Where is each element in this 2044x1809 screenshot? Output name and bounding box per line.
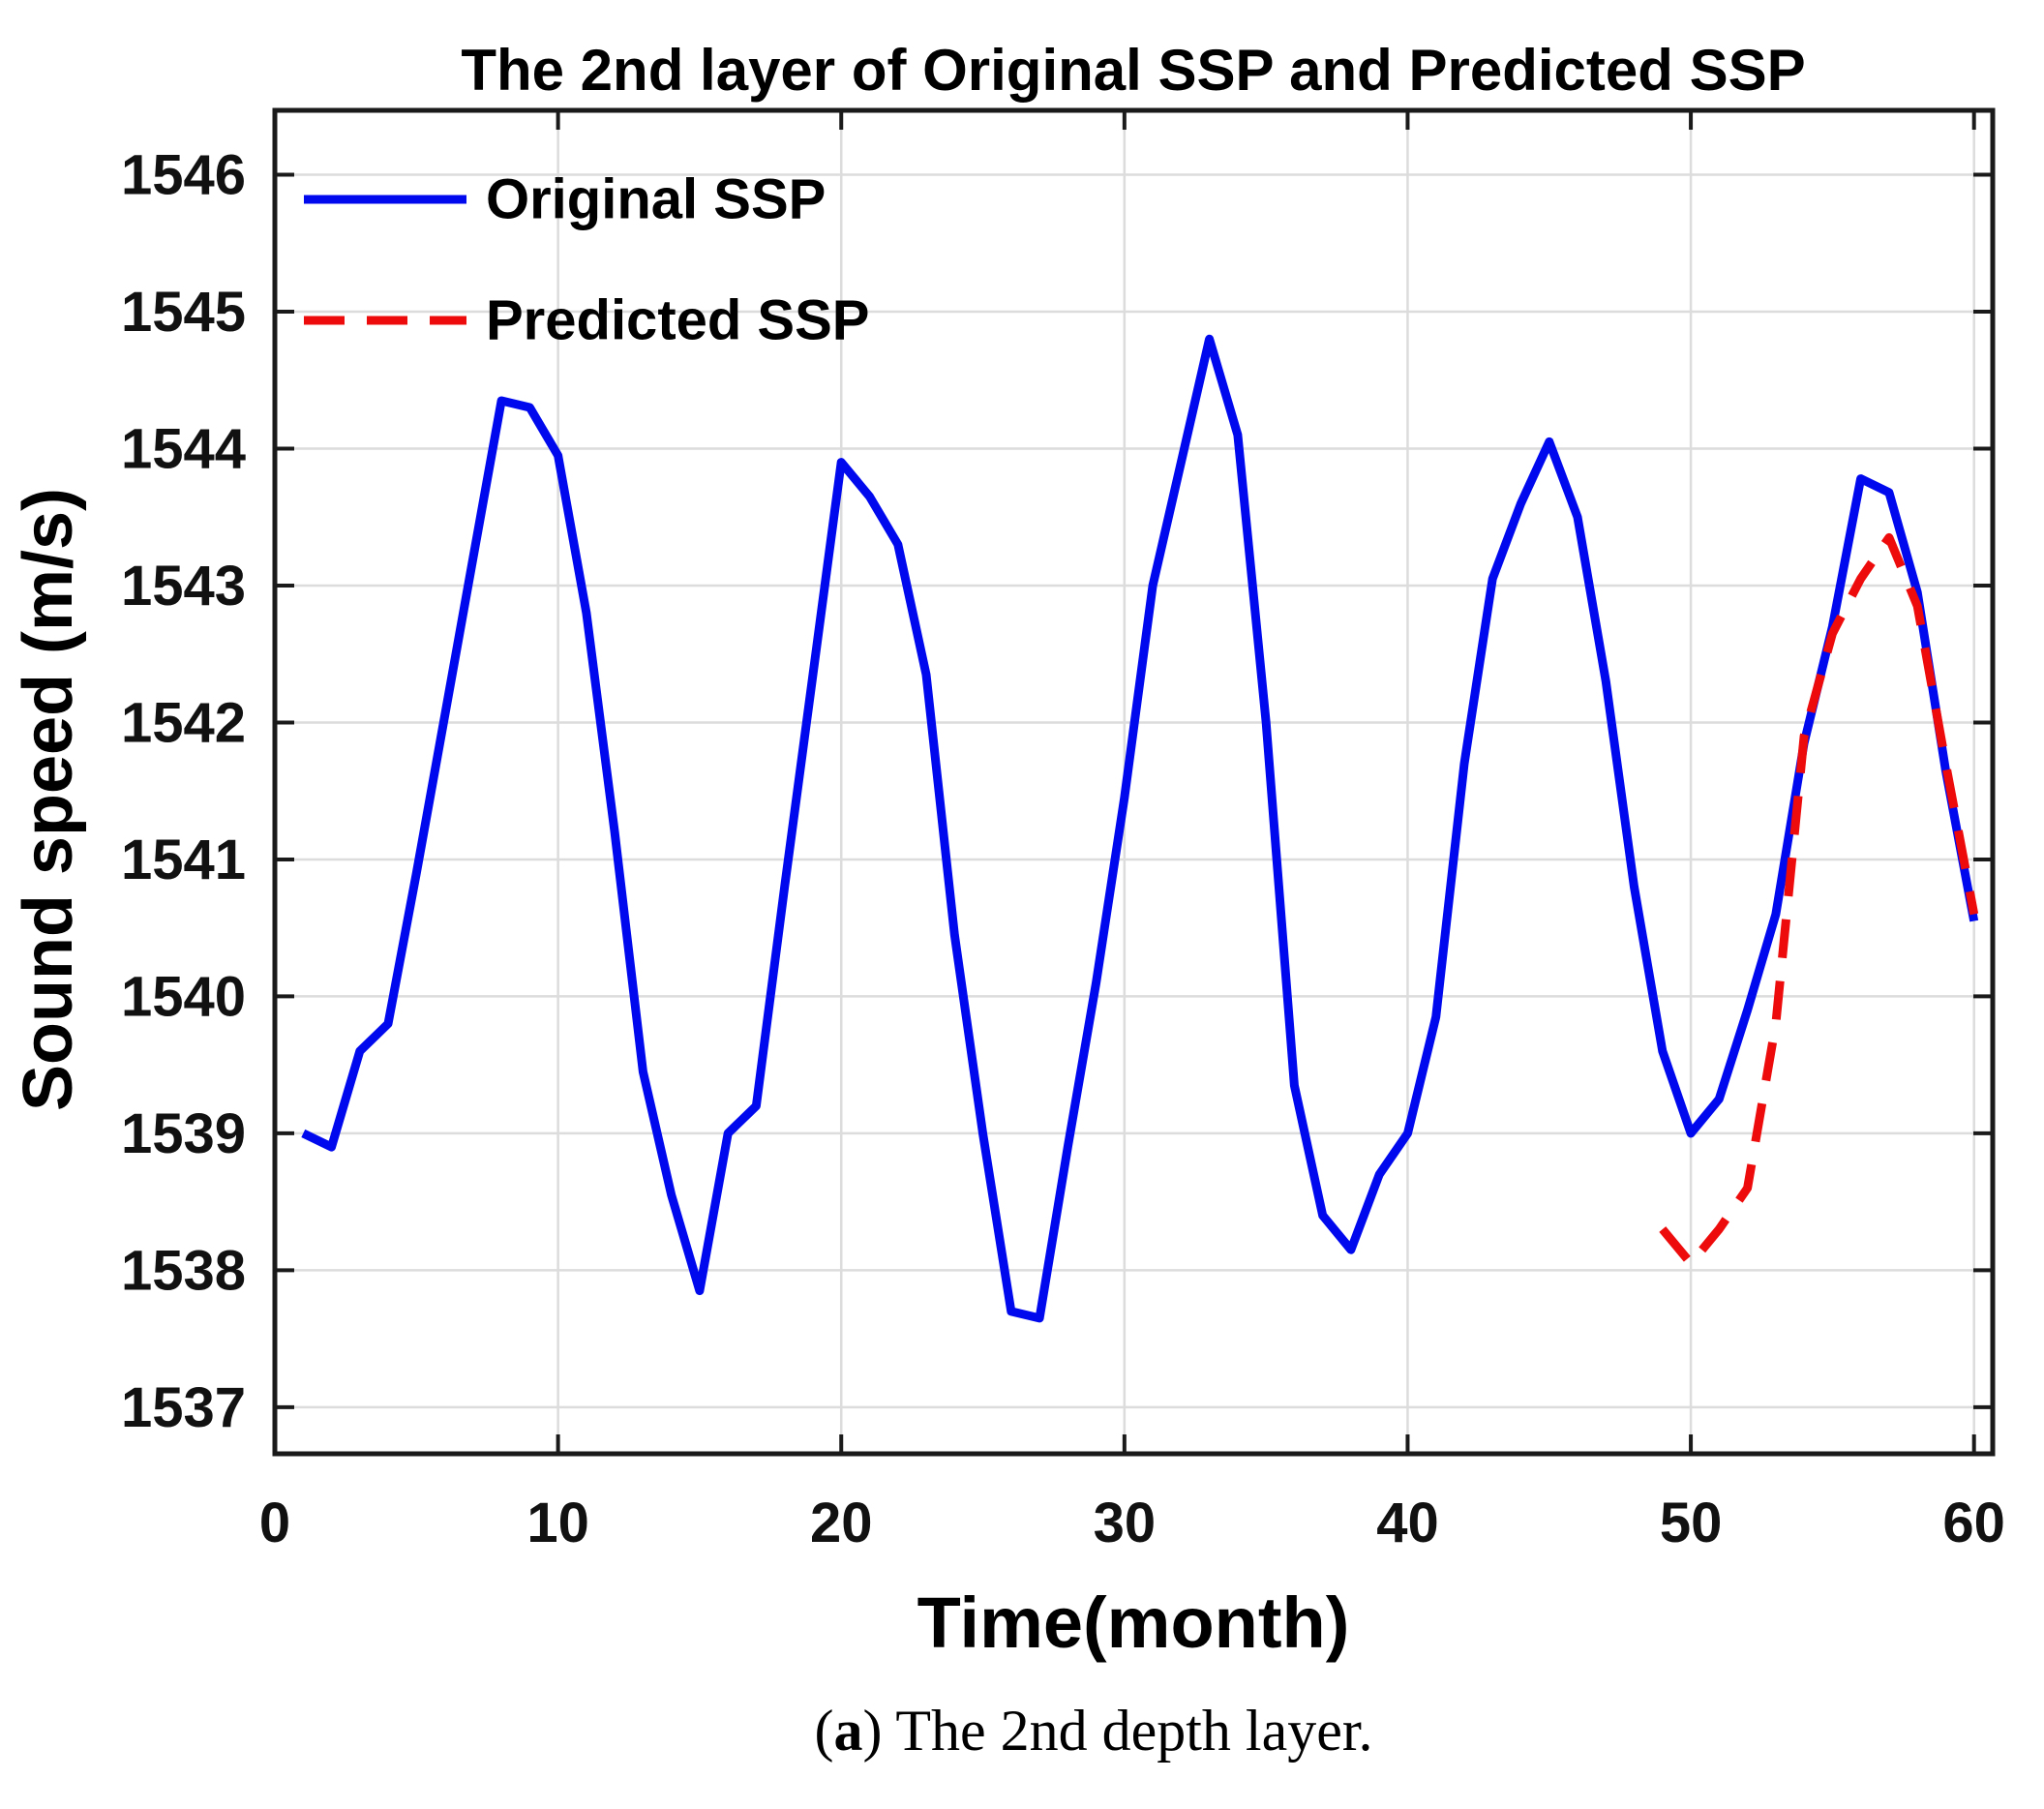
caption-letter: a [833,1699,862,1763]
tick-label-layer: 0 10 20 30 40 50 60 1537 1538 1539 1540 1541 1542 154… [121,143,2005,1554]
legend-label-original: Original SSP [486,168,826,231]
x-axis-label: Time(month) [917,1583,1350,1663]
y-tick-label: 1540 [121,965,246,1028]
x-tick-label: 30 [1094,1492,1157,1554]
y-tick-label: 1542 [121,691,246,754]
y-tick-label: 1546 [121,143,246,206]
x-tick-label: 10 [526,1492,589,1554]
original-ssp-line [301,334,1979,1323]
caption-paren-close: ) [862,1699,895,1763]
y-tick-label: 1537 [121,1376,246,1439]
x-tick-label: 20 [810,1492,873,1554]
legend-label-predicted: Predicted SSP [486,289,869,352]
y-tick-label: 1545 [121,281,246,344]
predicted-ssp-line [1659,532,1979,1268]
x-tick-label: 0 [259,1492,290,1554]
axis-box [272,107,1996,1457]
figure-caption: (a) The 2nd depth layer. [814,1699,1372,1763]
x-tick-label: 40 [1376,1492,1439,1554]
series-layer [301,334,1979,1323]
caption-text: The 2nd depth layer. [895,1699,1372,1763]
y-tick-label: 1543 [121,555,246,618]
y-axis-label: Sound speed (m/s) [10,488,87,1111]
legend-item-predicted-ssp: Predicted SSP [304,289,869,352]
x-tick-label: 50 [1660,1492,1723,1554]
legend: Original SSP Predicted SSP [304,168,869,352]
y-tick-label: 1538 [121,1239,246,1302]
x-tick-label: 60 [1942,1492,2005,1554]
caption-paren-open: ( [814,1699,833,1763]
chart-title: The 2nd layer of Original SSP and Predic… [461,38,1805,103]
legend-item-original-ssp: Original SSP [304,168,826,231]
y-tick-label: 1541 [121,829,246,891]
y-tick-label: 1544 [121,417,246,480]
y-tick-label: 1539 [121,1102,246,1165]
